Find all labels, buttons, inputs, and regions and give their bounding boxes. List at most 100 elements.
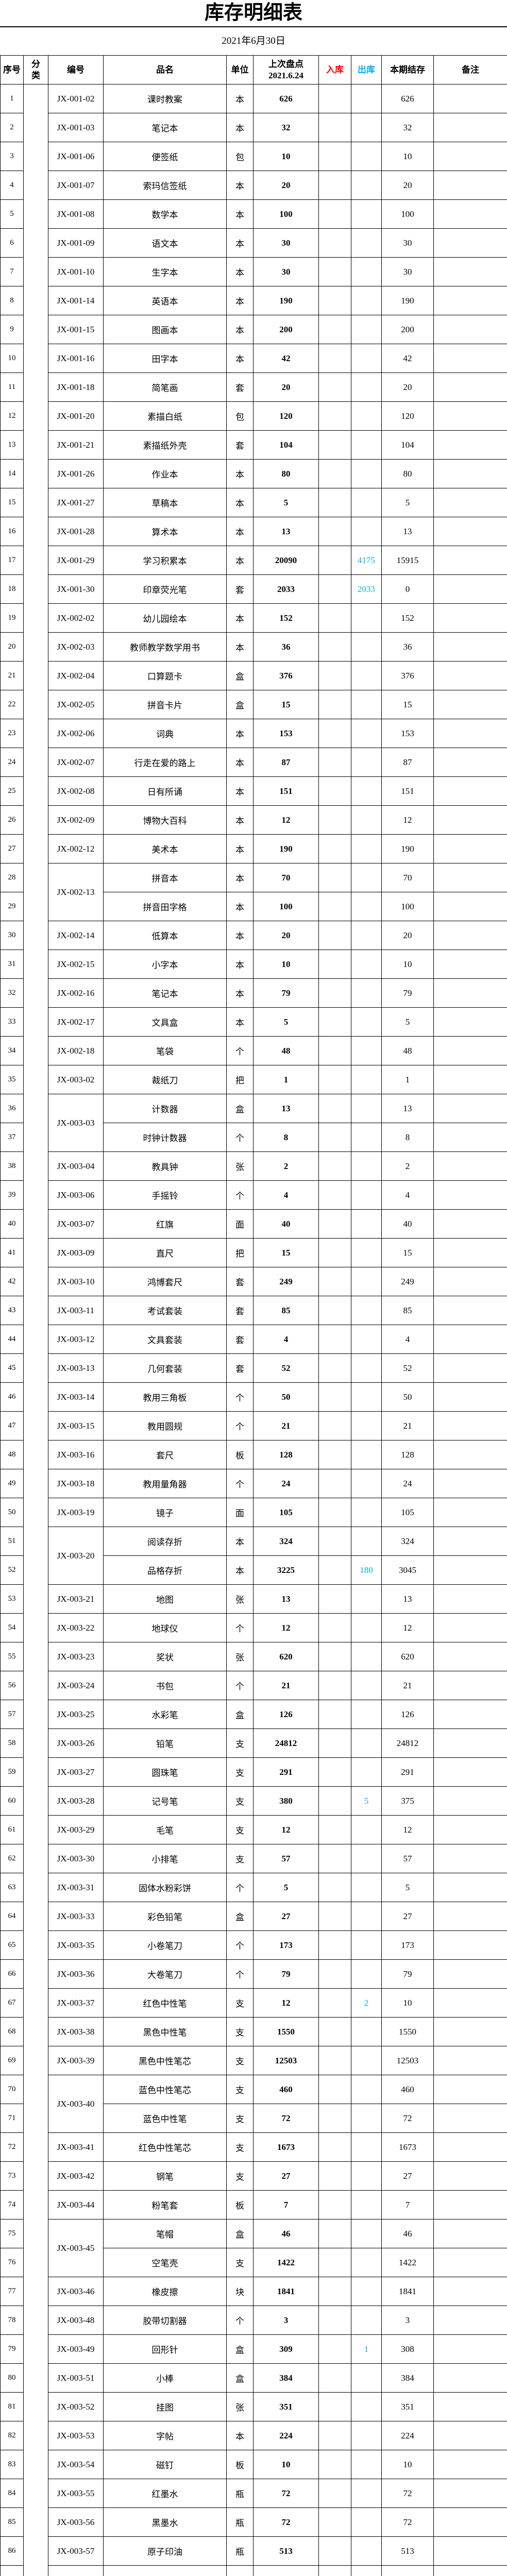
balance-cell: 50 [381, 1382, 434, 1412]
unit-cell: 把 [226, 1065, 254, 1094]
unit-cell: 板 [226, 2190, 254, 2219]
outbound-cell [351, 2392, 382, 2421]
name-cell: 书包 [103, 1671, 227, 1700]
balance-cell: 200 [381, 315, 434, 344]
balance-cell: 79 [381, 1959, 434, 1989]
code-cell: JX-003-48 [48, 2306, 104, 2335]
remark-cell [433, 1209, 507, 1239]
balance-cell: 460 [381, 2075, 434, 2104]
prev-count-cell: 100 [253, 199, 319, 229]
name-cell: 记号笔 [103, 1786, 227, 1816]
table-row: 47 JX-003-15 教用圆规个 21 21 [0, 1411, 507, 1440]
unit-cell: 支 [226, 2075, 254, 2104]
prev-count-cell: 105 [253, 1498, 319, 1527]
table-row: 55 JX-003-23 奖状张 620 620 [0, 1642, 507, 1671]
inbound-cell [318, 1786, 351, 1816]
prev-count-cell: 85 [253, 1296, 319, 1325]
unit-cell: 个 [226, 1613, 254, 1642]
name-cell: 素描纸外壳 [103, 430, 227, 460]
table-row: 52 品格存折本 3225 180 3045 [0, 1555, 507, 1585]
code-cell: JX-003-14 [48, 1382, 104, 1412]
name-cell: 图画本 [103, 315, 227, 344]
prev-count-cell: 70 [253, 863, 319, 892]
table-row: 69 JX-003-39 黑色中性笔芯支 12503 12503 [0, 2046, 507, 2075]
seq-cell: 47 [0, 1411, 24, 1440]
seq-cell: 42 [0, 1267, 24, 1296]
inbound-cell [318, 1123, 351, 1152]
table-row: 75 JX-003-45 笔帽盒 46 46 [0, 2219, 507, 2277]
col-header-inbound: 入库 [318, 55, 351, 84]
remark-cell [433, 1007, 507, 1037]
code-cell: JX-003-55 [48, 2479, 104, 2508]
inbound-cell [318, 1267, 351, 1296]
prev-count-cell: 151 [253, 776, 319, 806]
outbound-cell [351, 2190, 382, 2219]
inbound-cell [318, 1296, 351, 1325]
name-cell: 空笔壳 [103, 2248, 227, 2277]
code-cell: JX-001-21 [48, 430, 104, 460]
seq-cell: 71 [0, 2104, 24, 2133]
balance-cell: 87 [381, 748, 434, 777]
code-cell: JX-003-30 [48, 1844, 104, 1873]
name-cell: 彩色铅笔 [103, 1902, 227, 1931]
table-row: 19 JX-002-02 幼儿园绘本本 152 152 [0, 603, 507, 633]
inbound-cell [318, 748, 351, 777]
seq-cell: 7 [0, 257, 24, 286]
code-cell: JX-003-29 [48, 1815, 104, 1844]
name-cell: 计数器 [103, 1094, 227, 1123]
code-cell: JX-003-24 [48, 1671, 104, 1700]
unit-cell: 个 [226, 1180, 254, 1210]
balance-cell: 249 [381, 1267, 434, 1296]
prev-count-cell: 42 [253, 344, 319, 373]
remark-cell [433, 2507, 507, 2537]
remark-cell [433, 2132, 507, 2162]
unit-cell: 套 [226, 1325, 254, 1354]
code-cell: JX-003-51 [48, 2363, 104, 2393]
table-row: 6 JX-001-09 语文本本 30 30 [0, 228, 507, 258]
seq-cell: 45 [0, 1353, 24, 1383]
inbound-cell [318, 257, 351, 286]
seq-cell: 72 [0, 2132, 24, 2162]
prev-count-cell: 513 [253, 2536, 319, 2566]
remark-cell [433, 1988, 507, 2018]
table-row: 17 JX-001-29 学习积累本本 20090 4175 15915 [0, 546, 507, 575]
seq-cell: 69 [0, 2046, 24, 2075]
prev-count-cell: 24812 [253, 1728, 319, 1758]
table-row: 71 蓝色中性笔支 72 72 [0, 2104, 507, 2133]
inbound-cell [318, 1700, 351, 1729]
table-row: 42 JX-003-10 鸿博套尺套 249 249 [0, 1267, 507, 1296]
unit-cell: 套 [226, 372, 254, 402]
table-row: 77 JX-003-46 橡皮擦块 1841 1841 [0, 2277, 507, 2306]
remark-cell [433, 2392, 507, 2421]
outbound-cell [351, 142, 382, 171]
unit-cell: 个 [226, 1411, 254, 1440]
table-row: 72 JX-003-41 红色中性笔芯支 1673 1673 [0, 2132, 507, 2162]
outbound-cell [351, 1815, 382, 1844]
name-cell: 作业本 [103, 459, 227, 488]
unit-cell: 个 [226, 1382, 254, 1412]
prev-count-cell: 21 [253, 1671, 319, 1700]
remark-cell [433, 2219, 507, 2248]
prev-count-cell: 291 [253, 1757, 319, 1787]
unit-cell: 面 [226, 1498, 254, 1527]
name-cell: 教用三角板 [103, 1382, 227, 1412]
remark-cell [433, 1440, 507, 1469]
name-cell: 英语本 [103, 286, 227, 315]
code-cell: JX-001-10 [48, 257, 104, 286]
outbound-cell [351, 632, 382, 662]
name-cell: 红墨水 [103, 2479, 227, 2508]
seq-cell: 74 [0, 2190, 24, 2219]
seq-cell: 41 [0, 1238, 24, 1267]
remark-cell [433, 863, 507, 892]
prev-count-cell: 12 [253, 1988, 319, 2018]
remark-cell [433, 1094, 507, 1123]
seq-cell: 23 [0, 719, 24, 748]
inbound-cell [318, 1036, 351, 1065]
unit-cell: 张 [226, 1642, 254, 1671]
remark-cell [433, 84, 507, 113]
seq-cell: 20 [0, 632, 24, 662]
balance-cell: 8 [381, 1123, 434, 1152]
remark-cell [433, 2363, 507, 2393]
code-cell: JX-003-12 [48, 1325, 104, 1354]
inbound-cell [318, 1959, 351, 1989]
